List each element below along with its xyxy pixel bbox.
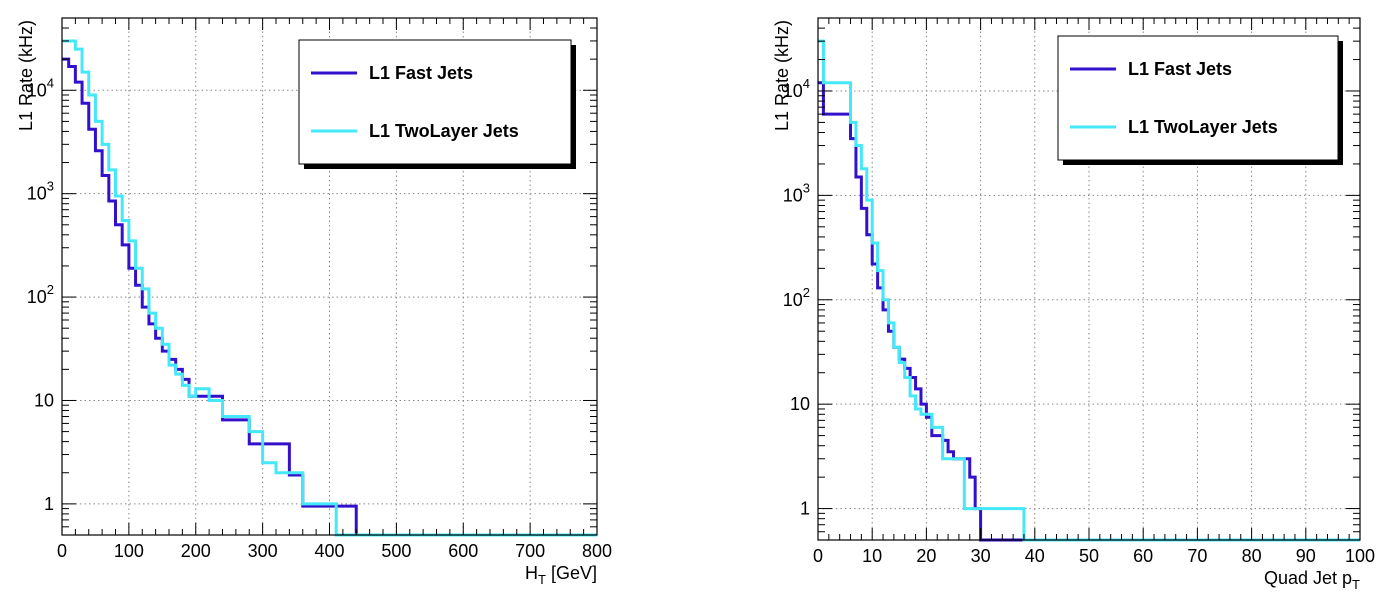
x-tick-label: 90: [1296, 546, 1316, 566]
x-tick-label: 80: [1242, 546, 1262, 566]
series-line-fast-jets: [62, 57, 597, 537]
x-tick-label: 20: [916, 546, 936, 566]
y-tick-label: 103: [783, 180, 810, 205]
tick-marks: [61, 17, 598, 536]
series-line-twolayer-jets: [818, 39, 1360, 542]
legend-label-1: L1 TwoLayer Jets: [369, 121, 519, 141]
x-tick-label: 800: [582, 541, 612, 561]
y-tick-label: 104: [27, 75, 54, 100]
legend-label-0: L1 Fast Jets: [1128, 59, 1232, 79]
y-tick-label: 104: [783, 76, 810, 101]
x-tick-label: 0: [57, 541, 67, 561]
x-tick-label: 0: [813, 546, 823, 566]
x-tick-label: 600: [448, 541, 478, 561]
x-tick-label: 100: [114, 541, 144, 561]
y-tick-label: 10: [34, 390, 54, 410]
x-tick-label: 50: [1079, 546, 1099, 566]
y-axis-title: L1 Rate (kHz): [772, 20, 792, 131]
legend: L1 Fast Jets L1 TwoLayer Jets: [298, 39, 576, 169]
legend-box: [1057, 35, 1339, 161]
x-tick-label: 30: [971, 546, 991, 566]
x-tick-label: 500: [381, 541, 411, 561]
x-tick-label: 40: [1025, 546, 1045, 566]
x-axis-title: HT [GeV]: [525, 563, 597, 587]
x-tick-label: 200: [181, 541, 211, 561]
legend-label-1: L1 TwoLayer Jets: [1128, 117, 1278, 137]
chart-ht: 0 100 200 300 400 500 600 700 800 1 10 102 103 104 HT …: [16, 17, 612, 587]
x-tick-label: 100: [1345, 546, 1375, 566]
y-axis-title: L1 Rate (kHz): [16, 20, 36, 131]
y-tick-label: 102: [783, 285, 810, 310]
y-tick-label: 102: [27, 282, 54, 307]
x-tick-label: 400: [314, 541, 344, 561]
y-tick-label: 1: [44, 494, 54, 514]
x-tick-label: 60: [1133, 546, 1153, 566]
x-tick-label: 10: [862, 546, 882, 566]
legend-label-0: L1 Fast Jets: [369, 63, 473, 83]
legend-box: [298, 39, 572, 165]
y-tick-label: 10: [790, 394, 810, 414]
legend: L1 Fast Jets L1 TwoLayer Jets: [1057, 35, 1343, 165]
tick-marks: [817, 17, 1361, 541]
x-tick-label: 300: [248, 541, 278, 561]
x-tick-label: 700: [515, 541, 545, 561]
y-tick-label: 1: [800, 499, 810, 519]
x-tick-label: 70: [1187, 546, 1207, 566]
series-line-twolayer-jets: [62, 39, 597, 537]
y-tick-label: 103: [27, 179, 54, 204]
x-axis-title: Quad Jet pT: [1264, 568, 1360, 592]
